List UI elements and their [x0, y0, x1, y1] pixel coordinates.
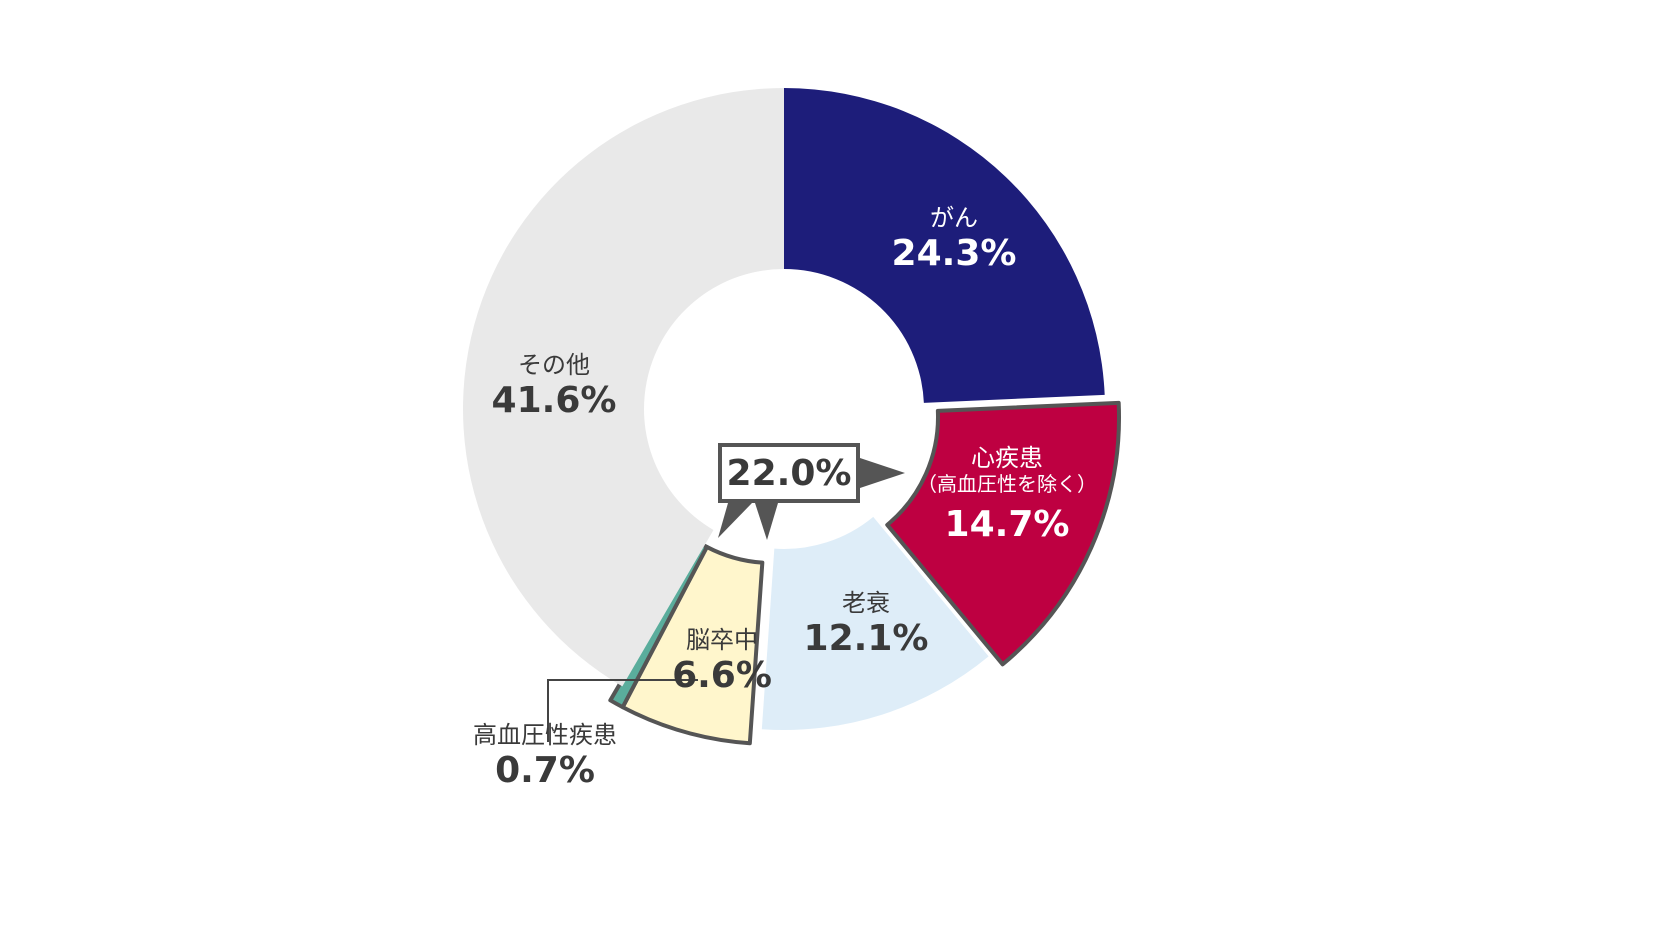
label-senility: 老衰 12.1% [803, 589, 929, 659]
label-stroke-name: 脳卒中 [686, 626, 758, 654]
label-senility-value: 12.1% [803, 617, 929, 659]
label-other-name: その他 [518, 351, 590, 379]
label-hypertensive: 高血圧性疾患 0.7% [473, 721, 617, 791]
slice-cancer [784, 88, 1105, 403]
callout-arrow-down-left [718, 503, 752, 538]
label-hypertensive-value: 0.7% [495, 749, 595, 791]
label-heart-sub: （高血圧性を除く） [917, 471, 1097, 496]
slice-other [463, 87, 784, 687]
label-senility-name: 老衰 [842, 589, 890, 617]
label-cancer-name: がん [930, 204, 978, 232]
label-stroke-value: 6.6% [672, 654, 772, 696]
label-hypertensive-name: 高血圧性疾患 [473, 721, 617, 749]
label-cancer-value: 24.3% [891, 232, 1017, 274]
hypertensive-leader-line [547, 679, 698, 742]
label-heart-value: 14.7% [944, 503, 1070, 545]
label-other: その他 41.6% [491, 351, 617, 421]
label-stroke: 脳卒中 6.6% [672, 626, 772, 696]
slice-senility [761, 516, 989, 731]
label-heart: 心疾患 （高血圧性を除く） 14.7% [917, 444, 1097, 545]
callout-arrow-right [860, 458, 905, 488]
callout-arrow-down [755, 503, 778, 540]
label-other-value: 41.6% [491, 379, 617, 421]
label-heart-name: 心疾患 [971, 444, 1043, 472]
circulatory-total-callout: 22.0% [718, 443, 860, 503]
slice-heart [885, 400, 1121, 667]
label-cancer: がん 24.3% [891, 204, 1017, 274]
